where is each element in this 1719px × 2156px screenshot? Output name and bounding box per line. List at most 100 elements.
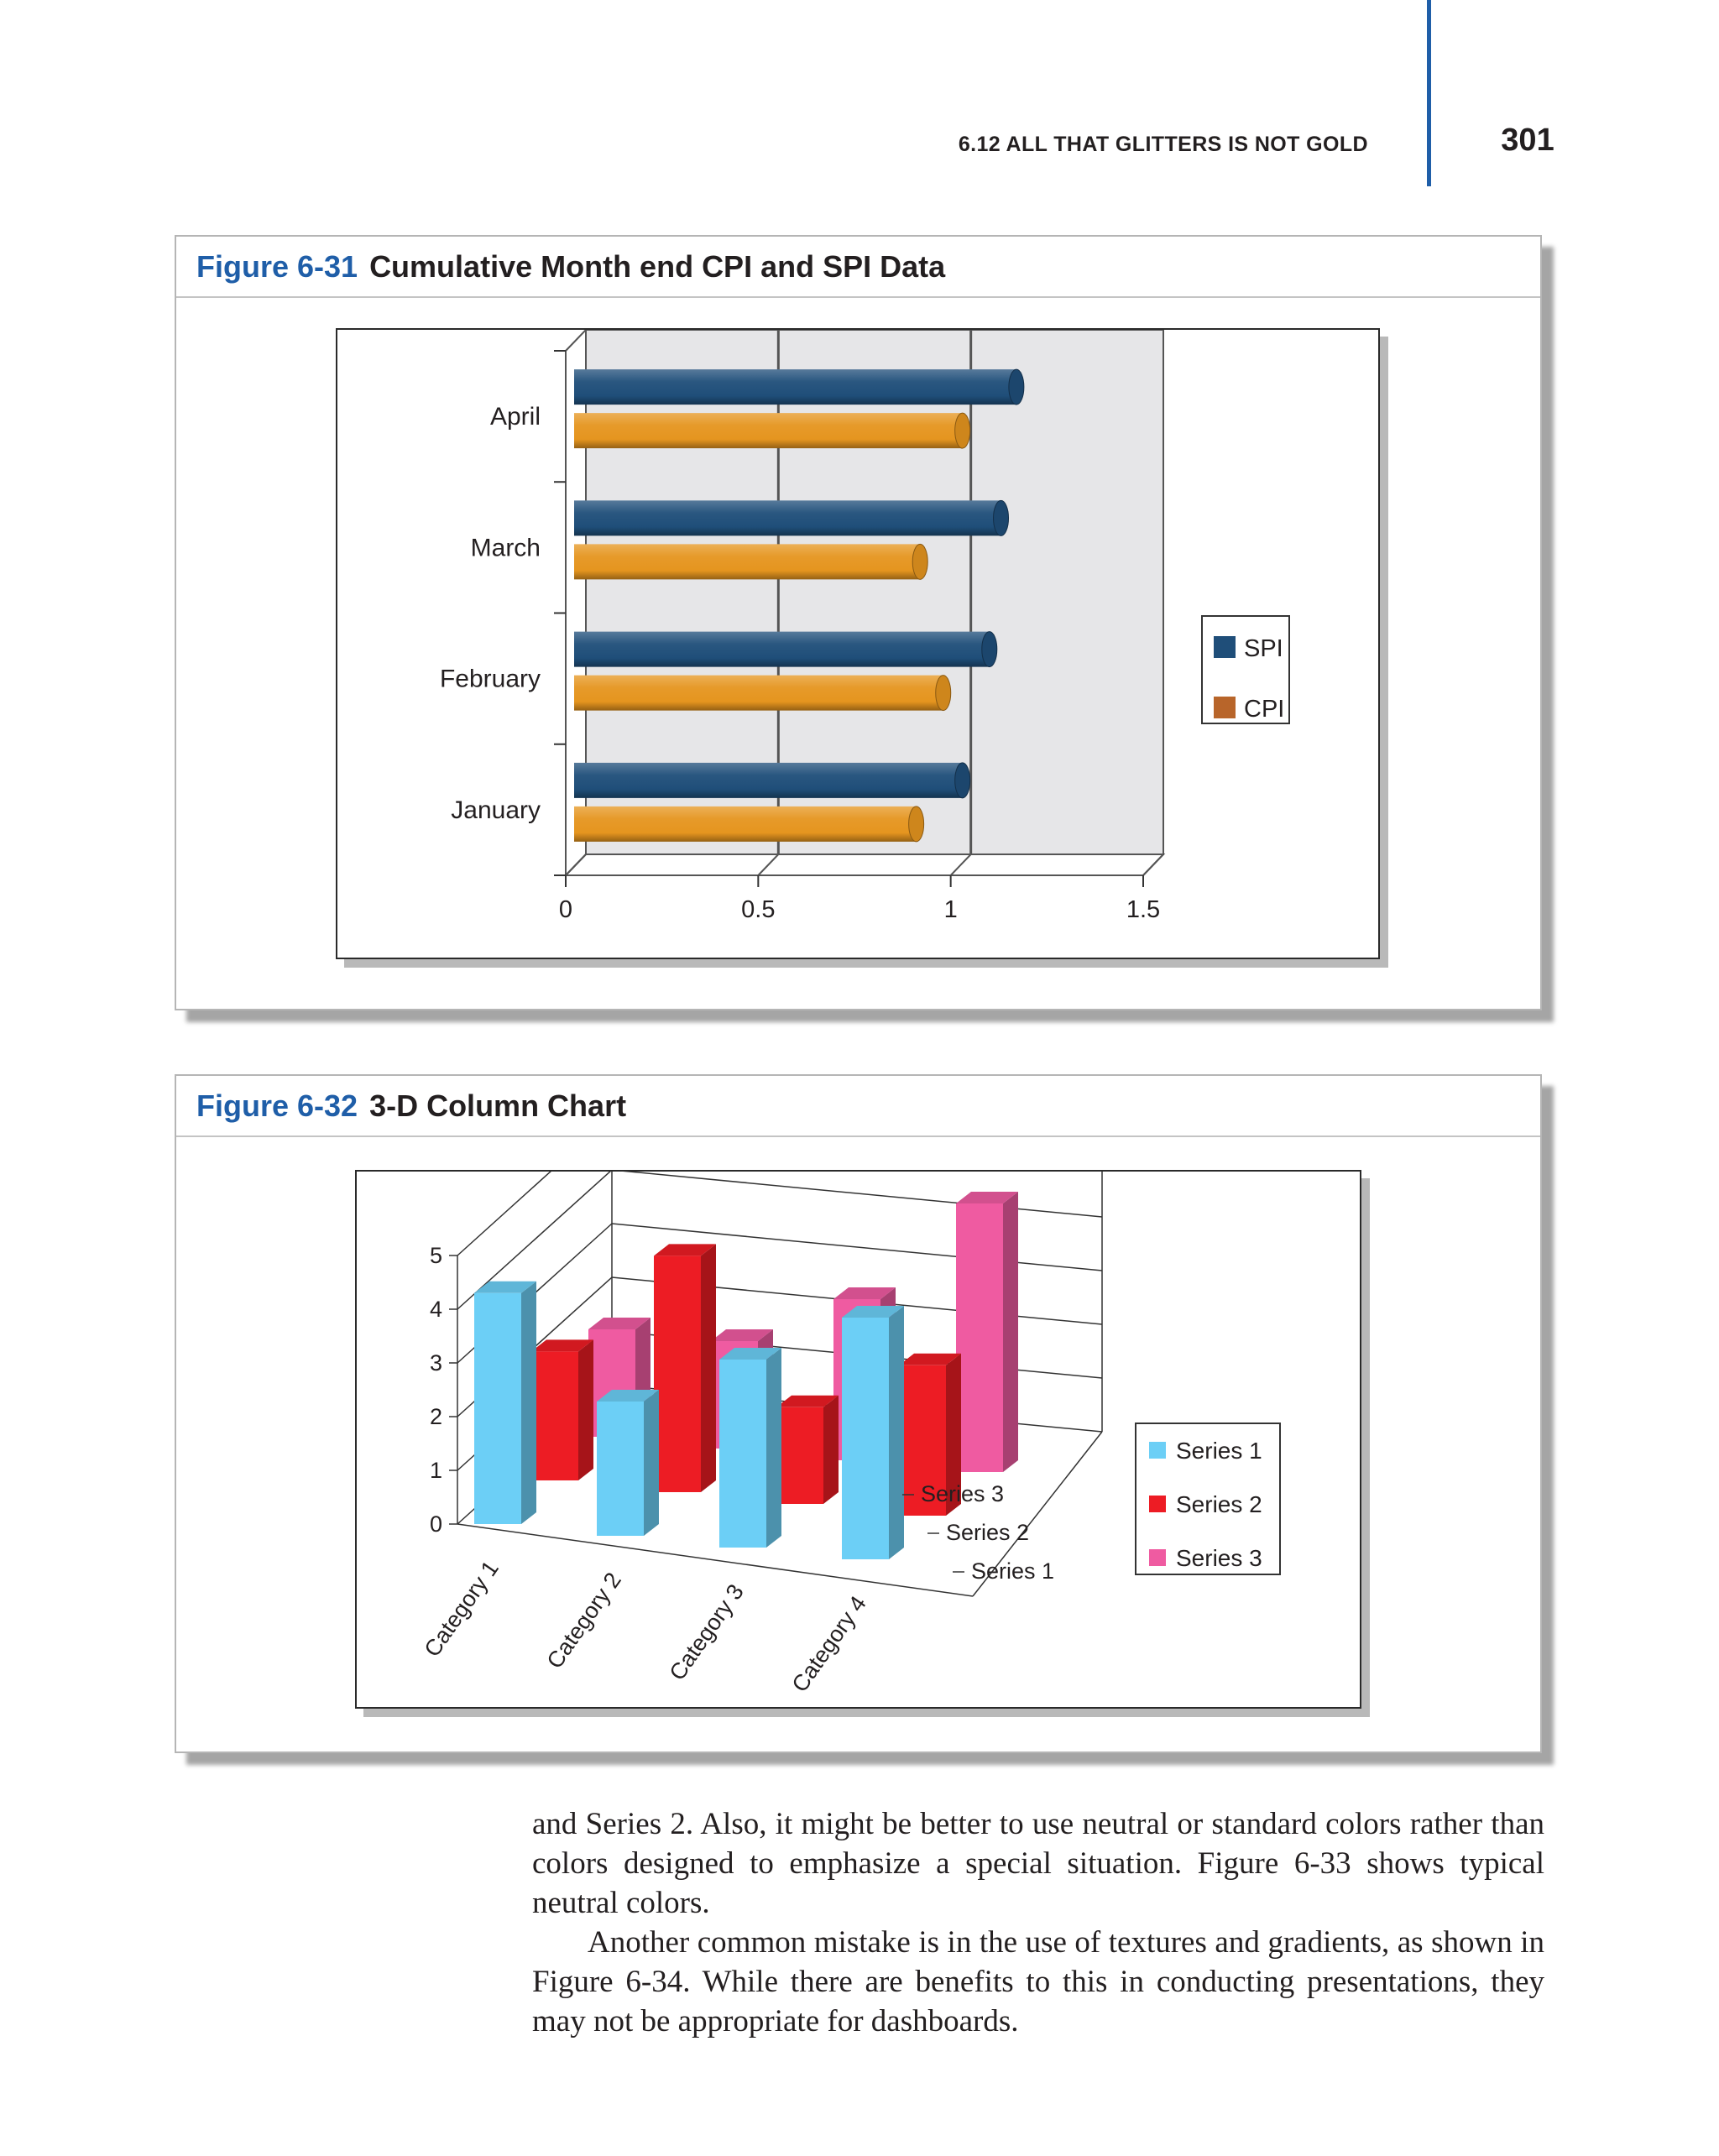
x-category-label: Category 1 [420, 1556, 504, 1661]
figure-6-31-title: Cumulative Month end CPI and SPI Data [369, 249, 946, 284]
column-side [521, 1281, 536, 1524]
y-tick-label: 2 [430, 1404, 442, 1429]
floor-front-edge [457, 1523, 974, 1597]
column-side [644, 1390, 659, 1536]
column-bar [719, 1360, 766, 1548]
legend-label: Series 1 [1176, 1438, 1262, 1464]
body-paragraph-1: and Series 2. Also, it might be better t… [532, 1807, 1544, 1920]
column-chart-frame: 0 1 2 3 4 5 Category 1 Category 2 Category 3 Cate… [355, 1170, 1361, 1709]
legend-swatch [1214, 636, 1236, 658]
x-grid-floor-line [1142, 854, 1164, 876]
x-category-label: Category 2 [542, 1568, 626, 1673]
x-grid-floor-line [949, 854, 972, 876]
legend-label: Series 3 [1176, 1545, 1262, 1571]
column-3d-chart: 0 1 2 3 4 5 Category 1 Category 2 Category 3 Cate… [420, 1172, 1281, 1697]
legend-swatch [1214, 697, 1236, 718]
legend-swatch [1149, 1549, 1166, 1566]
page-number: 301 [1501, 123, 1554, 158]
column-side [578, 1339, 593, 1480]
y-tick-label: 3 [430, 1350, 442, 1376]
depth-axis-label: Series 3 [921, 1481, 1004, 1506]
column-bar [956, 1203, 1003, 1472]
header-rule [1427, 0, 1431, 186]
y-gridline-back [622, 1172, 1103, 1218]
bar-cylinder-cap [993, 499, 1010, 536]
column-top [956, 1192, 1018, 1203]
y-tick-label: 0 [430, 1511, 442, 1537]
legend-label: CPI [1244, 696, 1284, 723]
column-top [588, 1318, 651, 1329]
bar-cylinder-cap [908, 806, 925, 843]
column-side [889, 1306, 904, 1559]
x-tick-label: 1.5 [1126, 896, 1160, 923]
cpi-spi-bar-chart: 0 0.5 1 1.5 January February March April SPI CPI [440, 330, 1290, 923]
y-gridline-back [611, 1223, 1103, 1271]
column-top [531, 1339, 593, 1352]
x-grid-floor-line [565, 854, 587, 876]
figure-6-32: Figure 6-32 3-D Column Chart 0 1 2 3 4 5 Catego… [175, 1074, 1542, 1753]
y-tick-label: 5 [430, 1243, 442, 1268]
figure-6-31: Figure 6-31 Cumulative Month end CPI and … [175, 235, 1542, 1010]
x-tick-label: 0.5 [741, 896, 775, 923]
figure-6-32-title: 3-D Column Chart [369, 1088, 627, 1123]
bar-cylinder [574, 762, 963, 798]
y-tick-label: 1 [430, 1458, 442, 1483]
column-top [474, 1281, 536, 1293]
column-top [842, 1306, 904, 1318]
column-top [711, 1329, 773, 1341]
depth-axis-label: Series 1 [971, 1558, 1054, 1584]
column-side [946, 1353, 961, 1516]
y-category-label: April [490, 403, 541, 431]
column-side [823, 1395, 839, 1504]
bar-cylinder-cap [954, 412, 971, 449]
column-bar [842, 1318, 889, 1559]
figure-6-32-title-bar: Figure 6-32 3-D Column Chart [176, 1076, 1540, 1137]
x-category-label: Category 3 [665, 1579, 749, 1684]
legend-swatch [1149, 1442, 1166, 1459]
legend-label: Series 2 [1176, 1491, 1262, 1517]
bar-cylinder [574, 631, 990, 667]
bar-cylinder [574, 806, 917, 842]
bar-cylinder-cap [935, 675, 952, 712]
column-bar [776, 1407, 823, 1504]
legend-swatch [1149, 1496, 1166, 1512]
bar-cylinder [574, 369, 1016, 405]
column-top [899, 1353, 961, 1365]
x-grid-floor-line [757, 854, 780, 876]
column-side [1003, 1192, 1018, 1472]
floor-right-edge [972, 1431, 1103, 1597]
column-top [776, 1395, 839, 1407]
figure-6-31-number: Figure 6-31 [196, 249, 358, 284]
y-gridline-side [457, 1172, 611, 1310]
column-bar [531, 1351, 578, 1480]
y-tick-label: 4 [430, 1297, 442, 1322]
running-head: 6.12 ALL THAT GLITTERS IS NOT GOLD [958, 133, 1368, 156]
bar-cylinder-cap [954, 762, 971, 799]
column-side [701, 1244, 716, 1492]
column-top [654, 1244, 716, 1256]
bar-cylinder-cap [981, 631, 998, 668]
column-bar [474, 1292, 521, 1524]
column-bar [899, 1365, 946, 1516]
x-tick-label: 0 [559, 896, 572, 923]
depth-axis-label: Series 2 [946, 1520, 1029, 1545]
figure-6-31-title-bar: Figure 6-31 Cumulative Month end CPI and … [176, 237, 1540, 298]
column-bar [654, 1255, 701, 1492]
y-category-label: February [440, 666, 541, 693]
body-text: and Series 2. Also, it might be better t… [532, 1804, 1544, 2041]
legend-label: SPI [1244, 635, 1283, 662]
column-top [833, 1287, 896, 1299]
bar-chart-frame: 0 0.5 1 1.5 January February March April SPI CPI [336, 328, 1380, 959]
y-category-label: January [451, 796, 541, 824]
plot-floor [563, 854, 1166, 876]
bar-cylinder [574, 544, 921, 580]
column-top [719, 1348, 781, 1360]
bar-cylinder-cap [1008, 368, 1025, 405]
bar-cylinder-cap [912, 543, 928, 580]
y-category-label: March [471, 534, 541, 561]
x-category-label: Category 4 [787, 1591, 871, 1696]
body-paragraph-2: Another common mistake is in the use of … [532, 1925, 1544, 2039]
bar-cylinder [574, 413, 963, 449]
column-bar [597, 1402, 644, 1536]
column-top [597, 1390, 659, 1402]
